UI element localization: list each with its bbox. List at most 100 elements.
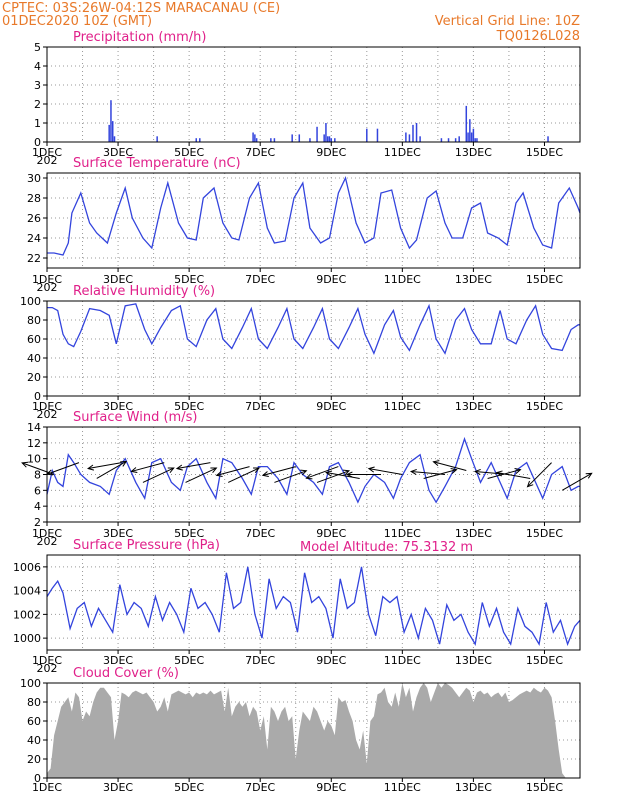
panel-frame <box>46 300 581 397</box>
wind-arrow <box>87 462 122 471</box>
precip-bar <box>470 132 473 142</box>
y-tick-label: 22 <box>27 252 41 265</box>
precip-bar <box>458 136 460 142</box>
wind-arrow-shaft <box>433 461 467 472</box>
wind-arrow <box>367 466 403 475</box>
precip-bar <box>108 124 110 142</box>
x-tick-label: 11DEC <box>384 400 421 413</box>
wind-arrow-shaft <box>306 466 339 479</box>
x-tick-label: 15DEC <box>526 400 563 413</box>
x-year-fragment: 202 <box>37 281 58 294</box>
wind-arrow-head <box>21 461 29 468</box>
x-tick-label: 9DEC <box>316 273 346 286</box>
x-tick-label: 3DEC <box>103 781 133 794</box>
x-tick-label: 9DEC <box>316 400 346 413</box>
wind-arrow-shaft <box>216 466 250 476</box>
wind-arrow-head <box>450 468 458 474</box>
precip-bar <box>254 134 256 142</box>
wind-arrow-head <box>130 467 138 474</box>
panel-2: Relative Humidity (%) 0 20 40 60 80 100 1DEC 3DE… <box>20 284 581 421</box>
y-tick-label: 10 <box>27 453 41 466</box>
precip-bar <box>465 105 468 142</box>
header-line1: CPTEC: 03S:26W-04:12S MARACANAU (CE) <box>2 1 280 16</box>
wind-arrow-shaft <box>561 472 592 491</box>
y-tick-label: 30 <box>27 172 41 185</box>
wind-arrow-head <box>305 473 313 480</box>
panel-title: Relative Humidity (%) <box>73 284 215 299</box>
wind-arrow <box>215 466 250 477</box>
y-tick-label: 1000 <box>13 632 41 645</box>
model-altitude: Model Altitude: 75.3132 m <box>300 540 473 555</box>
precip-bar <box>408 134 411 142</box>
series-line <box>47 303 580 355</box>
cloud-cover-area <box>47 683 580 778</box>
y-tick-label: 100 <box>20 295 41 308</box>
wind-arrow-shaft <box>411 471 446 475</box>
wind-arrow-head <box>345 471 353 478</box>
precip-bar <box>156 136 158 142</box>
y-tick-label: 4 <box>34 60 41 73</box>
x-tick-label: 5DEC <box>174 654 204 667</box>
x-tick-label: 15DEC <box>526 146 563 159</box>
precip-bar <box>195 138 197 142</box>
wind-arrow-shaft <box>142 467 174 483</box>
precip-bar <box>415 123 418 142</box>
x-year-fragment: 202 <box>37 535 58 548</box>
precip-bar <box>405 132 407 142</box>
wind-arrow <box>409 468 446 476</box>
x-tick-label: 3DEC <box>103 273 133 286</box>
wind-arrow-shaft <box>262 466 296 476</box>
x-tick-label: 5DEC <box>174 273 204 286</box>
x-tick-label: 11DEC <box>384 273 421 286</box>
x-year-fragment: 202 <box>37 408 58 421</box>
y-tick-label: 1006 <box>13 561 41 574</box>
precip-bar <box>113 136 116 142</box>
x-tick-label: 5DEC <box>174 527 204 540</box>
wind-arrow <box>325 470 360 479</box>
x-tick-label: 13DEC <box>455 273 492 286</box>
wind-arrow-shaft <box>316 470 350 483</box>
precip-bar <box>447 138 450 142</box>
panel-title: Surface Temperature (nC) <box>73 156 241 171</box>
wind-arrow-head <box>175 464 183 471</box>
wind-arrow-head <box>167 467 175 474</box>
y-tick-label: 80 <box>27 696 41 709</box>
y-tick-label: 1002 <box>13 608 41 621</box>
x-tick-label: 7DEC <box>245 781 275 794</box>
x-tick-label: 11DEC <box>384 146 421 159</box>
precip-bar <box>454 138 457 142</box>
precip-bar <box>270 138 272 142</box>
wind-arrow <box>274 469 308 483</box>
x-tick-label: 9DEC <box>316 781 346 794</box>
x-tick-label: 13DEC <box>455 781 492 794</box>
y-tick-label: 24 <box>27 232 41 245</box>
x-tick-label: 3DEC <box>103 400 133 413</box>
y-tick-label: 1 <box>34 117 41 130</box>
y-tick-label: 40 <box>27 734 41 747</box>
y-tick-label: 14 <box>27 421 41 434</box>
wind-arrow <box>185 467 218 483</box>
precip-bar <box>325 123 327 142</box>
wind-arrow-head <box>253 467 261 474</box>
wind-arrow-head <box>215 471 223 477</box>
y-tick-label: 5 <box>34 41 41 54</box>
y-tick-label: 20 <box>27 371 41 384</box>
wind-arrow-head <box>473 468 481 476</box>
wind-arrow <box>228 467 261 483</box>
x-tick-label: 13DEC <box>455 654 492 667</box>
y-tick-label: 1004 <box>13 585 41 598</box>
x-tick-label: 13DEC <box>455 400 492 413</box>
wind-arrow-head <box>585 472 593 479</box>
wind-arrow-head <box>432 460 440 467</box>
precip-bar <box>252 132 254 142</box>
x-tick-label: 1DEC <box>32 146 62 159</box>
wind-arrow-head <box>495 470 503 477</box>
y-tick-label: 100 <box>20 677 41 690</box>
wind-arrow <box>96 460 128 479</box>
panel-frame <box>46 172 581 269</box>
y-tick-label: 0 <box>34 772 41 785</box>
precip-bar <box>412 124 414 142</box>
precip-bar <box>334 138 336 142</box>
wind-arrow-head <box>342 469 351 476</box>
